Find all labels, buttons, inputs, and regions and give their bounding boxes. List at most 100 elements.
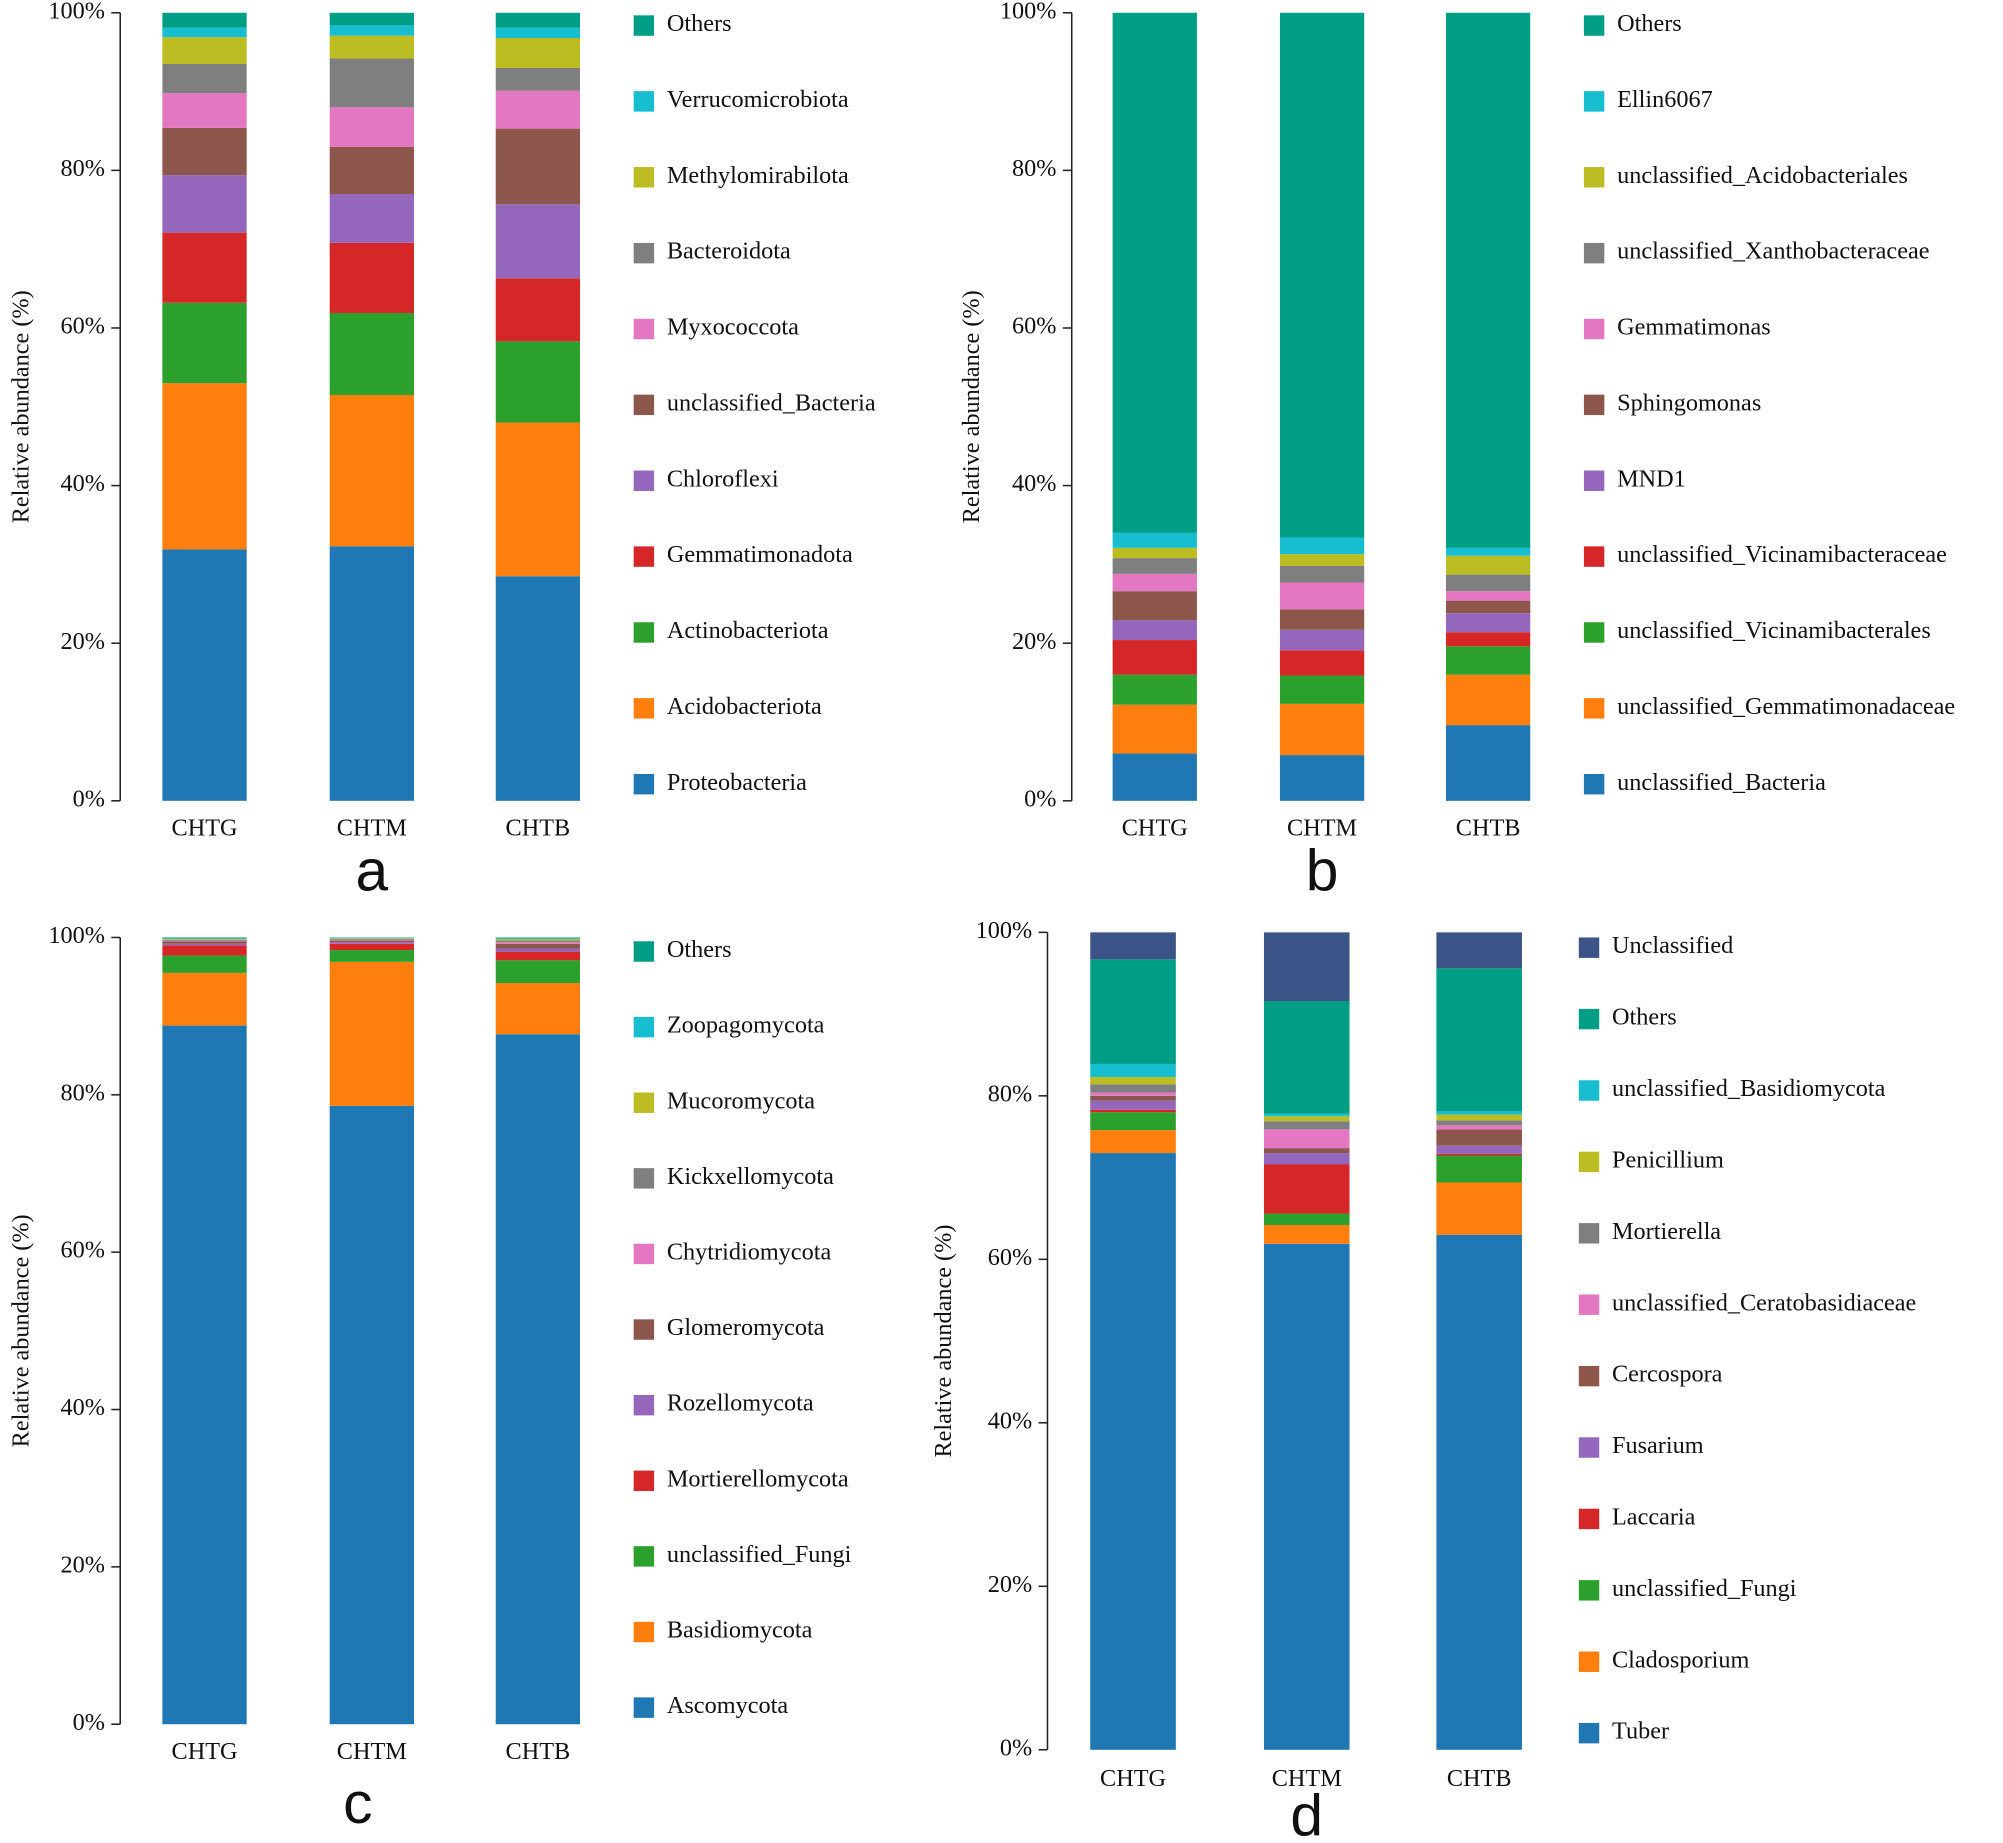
bar-segment <box>162 302 247 384</box>
bar-segment <box>1436 1155 1522 1183</box>
legend-swatch <box>633 1697 655 1718</box>
legend-swatch <box>1583 318 1605 340</box>
y-tick-label: 80% <box>60 155 104 182</box>
x-tick-label: CHTG <box>172 815 238 842</box>
legend-label: unclassified_Fungi <box>1612 1575 1797 1602</box>
legend-swatch <box>633 1016 655 1038</box>
bar-segment <box>1445 547 1531 556</box>
bar-segment <box>329 394 414 547</box>
x-tick-label: CHTG <box>1122 815 1188 842</box>
legend-swatch <box>1578 1651 1600 1672</box>
bar-segment <box>1445 632 1531 647</box>
legend-swatch <box>633 167 655 188</box>
x-tick-label: CHTB <box>1456 815 1521 842</box>
legend-swatch <box>633 318 655 340</box>
bar-segment <box>1436 1153 1522 1156</box>
bar-segment <box>1445 725 1531 801</box>
legend-swatch <box>1583 242 1605 264</box>
bar-segment <box>1112 558 1197 574</box>
bar-segment <box>1436 1114 1522 1121</box>
chart-panel: 0% 20% 40% 60% 80% 100% Relative abundance (%)… <box>8 0 876 903</box>
bar-segment <box>162 12 247 28</box>
bar-segment <box>495 278 581 342</box>
bar-segment <box>162 945 247 956</box>
y-tick-label: 40% <box>60 1394 104 1421</box>
legend-swatch <box>633 1394 655 1416</box>
legend-label: Chloroflexi <box>667 465 779 492</box>
legend-label: Mortierellomycota <box>667 1465 849 1492</box>
bar-segment <box>329 12 414 26</box>
bar-segment <box>495 67 581 91</box>
legend-label: Others <box>1612 1004 1677 1031</box>
legend-label: Acidobacteriota <box>667 693 822 720</box>
legend-label: unclassified_Bacteria <box>1617 769 1826 796</box>
bar-segment <box>329 25 414 36</box>
bar-segment <box>329 546 414 801</box>
legend-swatch <box>633 15 655 36</box>
legend-swatch <box>1578 1508 1600 1530</box>
bar-segment <box>495 940 581 943</box>
x-tick-label: CHTM <box>337 1738 407 1765</box>
y-tick-label: 0% <box>1000 1734 1032 1761</box>
bar-segment <box>1436 1120 1522 1126</box>
bar-segment <box>1263 1001 1350 1114</box>
bar-segment <box>1279 755 1365 801</box>
bar-segment <box>495 983 581 1035</box>
bar-segment <box>1112 674 1197 705</box>
bar-segment <box>329 58 414 108</box>
bar-segment <box>1090 1092 1176 1096</box>
bar-segment <box>329 146 414 195</box>
legend-label: Rozellomycota <box>667 1390 814 1417</box>
legend-label: Glomeromycota <box>667 1314 825 1341</box>
bar-segment <box>162 383 247 550</box>
bar-segment <box>495 943 581 949</box>
bar-segment <box>1263 1243 1350 1750</box>
panel-label: c <box>343 1771 372 1836</box>
legend-label: Proteobacteria <box>667 769 807 796</box>
legend-label: unclassified_Bacteria <box>667 389 876 416</box>
bar-segment <box>1263 1164 1350 1214</box>
bar-segment <box>1090 959 1176 1064</box>
legend-swatch <box>633 470 655 491</box>
bar-segment <box>1263 1148 1350 1154</box>
bar-segment <box>162 27 247 38</box>
bar-segment <box>1445 600 1531 614</box>
legend-label: Ascomycota <box>667 1692 788 1719</box>
bar-segment <box>1112 12 1197 533</box>
bar-segment <box>162 940 247 942</box>
bar-segment <box>1279 554 1365 566</box>
bar-segment <box>162 63 247 94</box>
legend-swatch <box>1583 394 1605 416</box>
bar-segment <box>495 90 581 129</box>
legend-label: Basidiomycota <box>667 1617 813 1644</box>
legend-swatch <box>1583 91 1605 112</box>
legend-swatch <box>633 1470 655 1492</box>
legend-swatch <box>1578 1722 1600 1744</box>
legend-swatch <box>1578 1294 1600 1315</box>
panel-label: d <box>1290 1784 1323 1843</box>
panel-label: a <box>355 838 388 903</box>
bar-segment <box>1090 1109 1176 1113</box>
bar-segment <box>329 35 414 59</box>
legend-swatch <box>633 1168 655 1189</box>
bar-segment <box>1263 1213 1350 1225</box>
legend-swatch <box>633 698 655 719</box>
legend-swatch <box>1578 1080 1600 1101</box>
bar-segment <box>1436 1234 1522 1750</box>
bar-segment <box>162 943 247 946</box>
legend-label: Zoopagomycota <box>667 1012 825 1039</box>
bar-segment <box>1445 613 1531 633</box>
legend-label: Kickxellomycota <box>667 1163 834 1190</box>
legend-label: Cladosporium <box>1612 1646 1750 1673</box>
bar-segment <box>1090 1084 1176 1093</box>
bar-segment <box>1445 574 1531 592</box>
bar-segment <box>162 1025 247 1725</box>
y-tick-label: 20% <box>60 628 104 655</box>
x-tick-label: CHTB <box>506 815 571 842</box>
legend-label: Gemmatimonadota <box>667 541 853 568</box>
bar-segment <box>1445 555 1531 575</box>
legend-swatch <box>633 546 655 567</box>
bar-segment <box>1436 1111 1522 1115</box>
bar-segment <box>495 942 581 944</box>
legend-label: Unclassified <box>1612 932 1733 959</box>
